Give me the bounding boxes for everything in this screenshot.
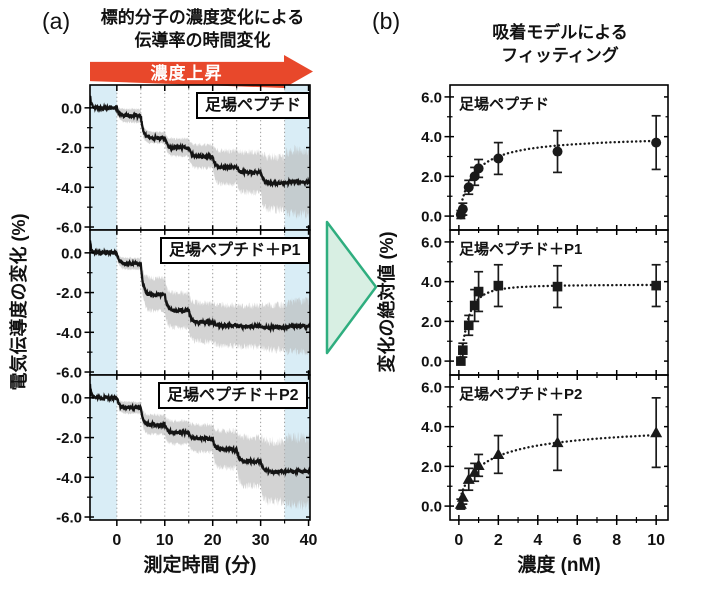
tick-label: 30 (252, 532, 270, 549)
panel-b-subplot-3: 0.0 2.0 4.0 6.0 (421, 374, 669, 521)
conductance-trace (90, 95, 310, 189)
panel-b-plot: 0.0 2.0 4.0 6.0 0.0 2.0 4.0 6.0 0.0 2.0 4.0 6.0 0 2 4 6… (421, 84, 669, 549)
tick-label: 6.0 (421, 89, 442, 106)
tick-label: 0 (112, 532, 121, 549)
panel-a-subplot3-legend-box: 足場ペプチド＋P2 (158, 382, 308, 409)
panel-b-title-line2: フィッティング (501, 46, 619, 65)
subplot-frame (449, 374, 669, 521)
tick-label: -2.0 (56, 285, 82, 302)
panel-a-subplot1-legend-box: 足場ペプチド (196, 92, 311, 119)
panel-a-title-line2: 伝導率の時間変化 (134, 31, 271, 50)
panel-a-subplot2-legend-box: 足場ペプチド＋P1 (160, 237, 310, 264)
data-point-square (473, 286, 484, 297)
data-point-triangle (551, 436, 564, 448)
data-point-square (651, 280, 661, 291)
data-point-triangle (492, 448, 505, 460)
fit-curve (459, 139, 658, 210)
tick-label: 4.0 (421, 419, 442, 436)
panel-a-plot: 0.0 -2.0 -4.0 -6.0 0.0 -2.0 -4.0 -6.0 0.0 -2.0 -4.… (56, 84, 318, 549)
panel-b-x-axis-label: 濃度 (nM) (517, 555, 601, 576)
panel-b-subplot-1: 0.0 2.0 4.0 6.0 (421, 84, 669, 231)
panel-b-title: 吸着モデルによる フィッティング (450, 21, 670, 67)
subplot-frame (89, 374, 311, 521)
conductance-trace (90, 240, 310, 334)
panel-b-title-line1: 吸着モデルによる (492, 23, 628, 42)
tick-label: 0.0 (61, 100, 82, 117)
panel-b-subplot-2: 0.0 2.0 4.0 6.0 (421, 229, 669, 376)
tick-label: 4.0 (421, 274, 442, 291)
panel-b-subplot1-label: 足場ペプチド (459, 96, 550, 113)
tick-label: 0.0 (421, 499, 442, 516)
data-point-square (456, 356, 466, 366)
data-point-triangle (468, 466, 481, 477)
tick-label: 0.0 (61, 390, 82, 407)
tick-label: 10 (647, 532, 665, 549)
data-point-triangle (650, 426, 663, 438)
tick-label: 0.0 (61, 245, 82, 262)
panel-b-subplot3-label: 足場ペプチド＋P2 (459, 386, 583, 403)
panel-b-label: (b) (372, 8, 401, 34)
error-band (90, 383, 310, 511)
data-point-square (469, 300, 480, 311)
tick-label: -4.0 (56, 180, 82, 197)
tick-label: -2.0 (56, 140, 82, 157)
tick-label: -6.0 (56, 510, 82, 527)
tick-label: 4 (533, 532, 542, 549)
data-point-square (458, 345, 468, 355)
tick-label: -4.0 (56, 325, 82, 342)
data-point-circle (473, 163, 484, 174)
tick-label: 0.0 (421, 209, 442, 226)
panel-b-subplot2-label: 足場ペプチド＋P1 (459, 241, 583, 258)
tick-label: -6.0 (56, 220, 82, 237)
tick-label: -2.0 (56, 430, 82, 447)
tick-label: 4.0 (421, 129, 442, 146)
tick-label: 8 (612, 532, 621, 549)
panel-transition-arrow-icon (325, 220, 378, 355)
tick-label: 2.0 (421, 314, 442, 331)
tick-label: 40 (300, 532, 318, 549)
data-point-square (463, 320, 474, 331)
data-point-circle (493, 153, 504, 164)
tick-label: 20 (204, 532, 222, 549)
panel-a-label: (a) (42, 8, 71, 34)
panel-a-subplot-3: 0.0 -2.0 -4.0 -6.0 (56, 374, 311, 527)
tick-label: 2.0 (421, 169, 442, 186)
data-point-circle (463, 182, 474, 193)
data-point-circle (469, 171, 480, 182)
tick-label: -4.0 (56, 470, 82, 487)
tick-label: 2.0 (421, 459, 442, 476)
data-point-triangle (472, 459, 485, 470)
tick-label: 6.0 (421, 234, 442, 251)
panel-a-title-line1: 標的分子の濃度変化による (100, 8, 305, 27)
tick-label: 0.0 (421, 354, 442, 371)
panel-a-title: 標的分子の濃度変化による 伝導率の時間変化 (85, 6, 320, 52)
data-point-square (493, 280, 504, 291)
conductance-trace (90, 383, 310, 478)
tick-label: 6 (573, 532, 582, 549)
data-point-circle (552, 146, 563, 157)
tick-label: -6.0 (56, 365, 82, 382)
data-point-circle (651, 137, 662, 148)
tick-label: 0 (454, 532, 463, 549)
tick-label: 10 (156, 532, 174, 549)
concentration-increase-arrow-label: 濃度上昇 (150, 64, 223, 83)
panel-a-x-axis-label: 測定時間 (分) (143, 555, 257, 576)
data-point-square (552, 281, 563, 292)
data-point-triangle (456, 490, 469, 502)
fit-curve (459, 283, 658, 358)
tick-label: 2 (494, 532, 503, 549)
data-point-circle (457, 204, 468, 215)
tick-label: 6.0 (421, 379, 442, 396)
